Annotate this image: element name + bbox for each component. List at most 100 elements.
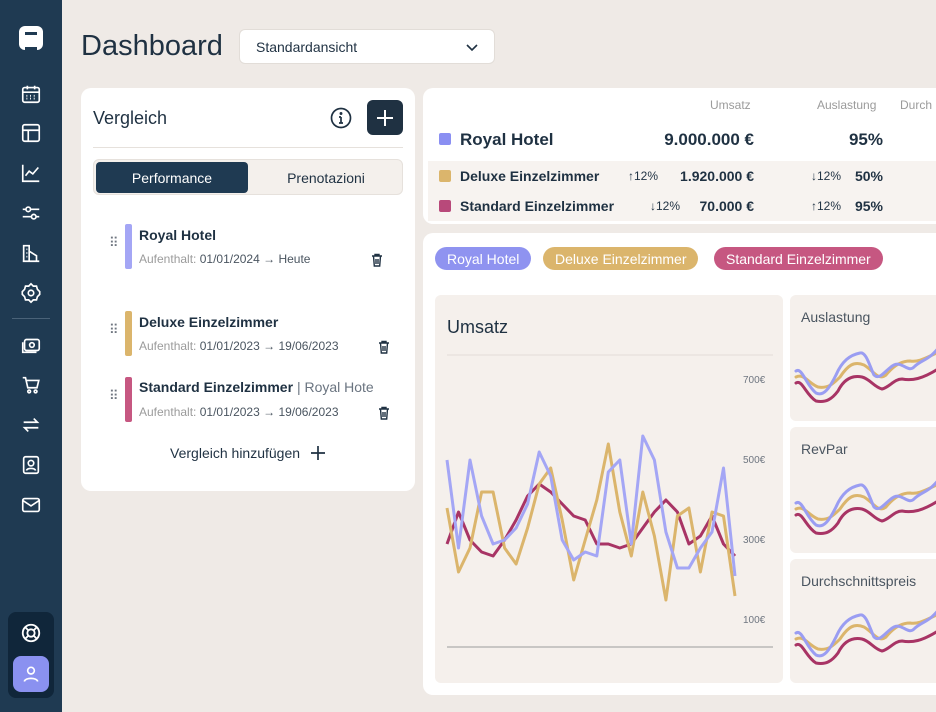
item-stay: Aufenthalt: 01/01/2023 → 19/06/2023 <box>139 339 339 353</box>
charts-card: Royal Hotel Deluxe Einzelzimmer Standard… <box>423 233 936 695</box>
contact-icon[interactable] <box>19 453 43 477</box>
drag-handle-icon[interactable]: ⠿ <box>109 388 118 403</box>
view-select-value: Standardansicht <box>256 38 358 55</box>
mini-chart-title: RevPar <box>801 441 848 457</box>
kpi-primary-auslastung: 95% <box>848 130 883 149</box>
divider <box>93 147 403 148</box>
col-header-auslastung: Auslastung <box>817 98 877 112</box>
help-icon[interactable] <box>13 615 49 651</box>
color-bar <box>125 377 132 422</box>
payment-icon[interactable] <box>19 333 43 357</box>
series-line-standard-einzelzimmer[interactable] <box>445 482 737 558</box>
col-header-durchschnitt: Durch <box>900 98 933 112</box>
legend-pill-deluxe[interactable]: Deluxe Einzelzimmer <box>543 247 699 270</box>
y-tick-label: 100€ <box>743 615 766 626</box>
item-hotel: | Royal Hote <box>296 379 374 395</box>
color-bar <box>125 224 132 269</box>
umsatz-chart: Umsatz 700€ 500€ 300€ 100€ <box>435 295 783 683</box>
sidebar <box>0 0 62 712</box>
info-icon[interactable] <box>330 107 352 129</box>
color-bar <box>125 311 132 356</box>
kpi-row-auslastung-delta: ↓12% <box>811 169 842 183</box>
kpi-row: Deluxe Einzelzimmer ↑12% 1.920.000 € ↓12… <box>428 161 936 191</box>
add-comparison-link[interactable]: Vergleich hinzufügen <box>93 445 403 461</box>
mini-series-line <box>794 348 936 396</box>
item-stay: Aufenthalt: 01/01/2024 → Heute <box>139 252 311 266</box>
sliders-icon[interactable] <box>19 201 43 225</box>
cart-icon[interactable] <box>19 373 43 397</box>
line-chart-icon[interactable] <box>19 161 43 185</box>
kpi-row-auslastung: 50% <box>854 168 883 184</box>
y-tick-label: 700€ <box>743 375 766 386</box>
y-tick-label: 500€ <box>743 455 766 466</box>
kpi-primary-umsatz: 9.000.000 € <box>664 130 754 149</box>
transfer-icon[interactable] <box>19 413 43 437</box>
drag-handle-icon[interactable]: ⠿ <box>109 235 118 250</box>
sidebar-divider <box>12 318 50 319</box>
drag-handle-icon[interactable]: ⠿ <box>109 322 118 337</box>
umsatz-chart-svg <box>445 354 773 648</box>
tab-performance[interactable]: Performance <box>96 162 248 193</box>
chart-title: Umsatz <box>447 317 509 337</box>
mini-chart-svg <box>794 610 936 665</box>
mini-chart-title: Auslastung <box>801 309 871 325</box>
mini-series-line <box>794 500 936 535</box>
kpi-row-name: Deluxe Einzelzimmer <box>460 168 600 184</box>
mini-chart-title: Durchschnittspreis <box>801 573 917 589</box>
mini-series-line <box>794 351 936 389</box>
mini-chart-revpar: RevPar <box>790 427 936 553</box>
legend-swatch <box>439 133 451 145</box>
kpi-row-umsatz-delta: ↓12% <box>650 199 681 213</box>
col-header-umsatz: Umsatz <box>710 98 751 112</box>
kpi-row-auslastung: 95% <box>854 198 883 214</box>
comparison-title: Vergleich <box>93 108 168 128</box>
item-name: Deluxe Einzelzimmer <box>139 314 279 330</box>
legend-pill-standard[interactable]: Standard Einzelzimmer <box>714 247 883 270</box>
mini-chart-auslastung: Auslastung <box>790 295 936 421</box>
mini-series-line <box>794 368 936 403</box>
mini-series-line <box>794 610 936 658</box>
mail-icon[interactable] <box>19 493 43 517</box>
mini-series-line <box>794 480 936 528</box>
mini-series-line <box>794 630 936 665</box>
user-icon[interactable] <box>13 656 49 692</box>
kpi-row-umsatz: 70.000 € <box>699 198 755 214</box>
mini-chart-svg <box>794 480 936 535</box>
trash-icon[interactable] <box>377 406 391 420</box>
y-tick-label: 300€ <box>743 535 766 546</box>
calendar-icon[interactable] <box>19 82 43 106</box>
building-icon[interactable] <box>19 241 43 265</box>
kpi-row: Standard Einzelzimmer ↓12% 70.000 € ↑12%… <box>428 191 936 221</box>
chevron-down-icon <box>466 44 478 52</box>
kpi-card: Umsatz Auslastung Durch Royal Hotel 9.00… <box>423 88 936 224</box>
trash-icon[interactable] <box>377 340 391 354</box>
mini-chart-svg <box>794 348 936 403</box>
plus-icon <box>310 446 325 460</box>
add-comparison-button[interactable] <box>367 100 403 135</box>
kpi-row-auslastung-delta: ↑12% <box>811 199 842 213</box>
kpi-row-umsatz: 1.920.000 € <box>680 168 754 184</box>
legend-pill-royal-hotel[interactable]: Royal Hotel <box>435 247 532 270</box>
view-select[interactable]: Standardansicht <box>239 29 495 64</box>
list-item[interactable]: ⠿ Standard Einzelzimmer | Royal Hote Auf… <box>100 369 396 430</box>
legend-swatch <box>439 170 451 182</box>
tab-switch: Performance Prenotazioni <box>93 159 403 195</box>
mini-series-line <box>794 483 936 521</box>
mini-series-line <box>794 613 936 651</box>
page-title: Dashboard <box>81 30 223 62</box>
tab-prenotazioni[interactable]: Prenotazioni <box>287 169 365 186</box>
app-logo[interactable] <box>19 26 43 50</box>
list-item[interactable]: ⠿ Royal Hotel Aufenthalt: 01/01/2024 → H… <box>100 216 396 277</box>
trash-icon[interactable] <box>370 253 384 267</box>
item-stay: Aufenthalt: 01/01/2023 → 19/06/2023 <box>139 405 339 419</box>
series-line-deluxe-einzelzimmer[interactable] <box>445 442 737 602</box>
settings-icon[interactable] <box>19 281 43 305</box>
layout-icon[interactable] <box>19 121 43 145</box>
legend-swatch <box>439 200 451 212</box>
mini-chart-durchschnittspreis: Durchschnittspreis <box>790 559 936 683</box>
kpi-primary-name: Royal Hotel <box>460 130 554 149</box>
comparison-card: Vergleich Performance Prenotazioni ⠿ Roy… <box>81 88 415 491</box>
item-name: Royal Hotel <box>139 227 217 243</box>
list-item[interactable]: ⠿ Deluxe Einzelzimmer Aufenthalt: 01/01/… <box>100 303 396 364</box>
series-line-royal-hotel[interactable] <box>445 434 737 577</box>
